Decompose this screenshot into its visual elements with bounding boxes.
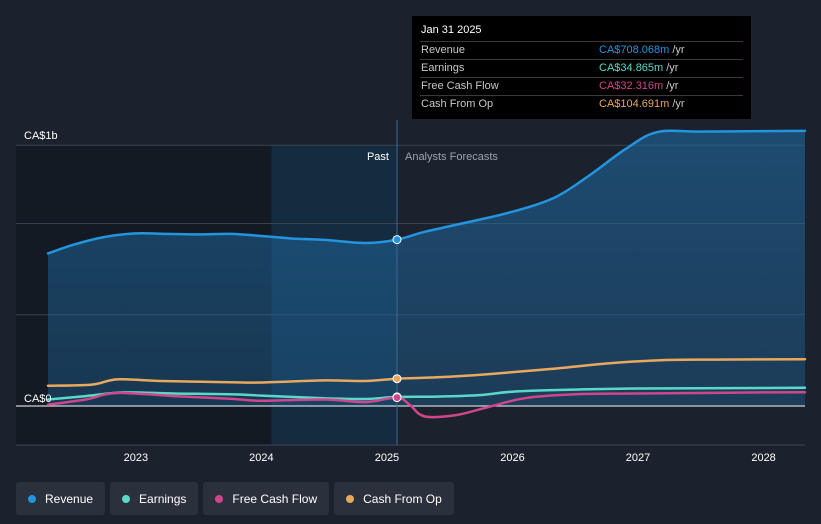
legend-label: Revenue (45, 491, 94, 506)
tooltip-label: Cash From Op (421, 98, 494, 110)
dot-icon (215, 494, 224, 503)
series-line-cash-from-op (46, 358, 807, 387)
y-tick-label: CA$1b (24, 130, 58, 142)
tooltip-label: Earnings (421, 62, 465, 74)
tooltip-value: CA$32.316m (599, 80, 664, 92)
dot-icon (122, 494, 131, 503)
tooltip-unit: /yr (666, 62, 679, 74)
tooltip-value: CA$104.691m (599, 98, 670, 110)
tooltip-value: CA$708.068m (599, 44, 670, 56)
legend-label: Free Cash Flow (232, 491, 318, 506)
tooltip-label: Free Cash Flow (421, 80, 499, 92)
dot-icon (28, 494, 36, 503)
marker-revenue (392, 235, 402, 245)
x-tick-label: 2028 (751, 452, 775, 464)
legend-item-cash-from-op[interactable]: Cash From Op (334, 482, 454, 515)
legend: Revenue Earnings Free Cash Flow Cash Fro… (16, 482, 454, 515)
series-line-free-cash-flow (46, 390, 807, 419)
forecast-label: Analysts Forecasts (405, 151, 498, 163)
x-tick-label: 2026 (500, 452, 524, 464)
tooltip-unit: /yr (672, 44, 685, 56)
dot-icon (346, 494, 355, 503)
x-tick-label: 2027 (626, 452, 650, 464)
marker-cash-from-op (392, 374, 402, 384)
x-tick-label: 2024 (249, 452, 273, 464)
legend-label: Earnings (139, 491, 187, 506)
legend-item-free-cash-flow[interactable]: Free Cash Flow (203, 482, 330, 515)
tooltip: Jan 31 2025 Revenue CA$708.068m /yr Earn… (412, 16, 751, 119)
tooltip-label: Revenue (421, 44, 466, 56)
tooltip-unit: /yr (666, 80, 679, 92)
series-line-revenue (46, 129, 807, 255)
tooltip-unit: /yr (672, 98, 685, 110)
tooltip-value: CA$34.865m (599, 62, 664, 74)
tooltip-row-free-cash-flow: Free Cash Flow CA$32.316m /yr (420, 77, 743, 95)
revenue-area (48, 130, 805, 406)
tooltip-date: Jan 31 2025 (421, 24, 482, 36)
x-tick-label: 2025 (375, 452, 399, 464)
marker-free-cash-flow (392, 393, 402, 403)
past-label: Past (367, 151, 389, 163)
legend-item-revenue[interactable]: Revenue (16, 482, 106, 515)
legend-item-earnings[interactable]: Earnings (110, 482, 199, 515)
legend-label: Cash From Op (363, 491, 442, 506)
tooltip-row-earnings: Earnings CA$34.865m /yr (420, 59, 743, 77)
tooltip-row-revenue: Revenue CA$708.068m /yr (420, 41, 743, 59)
y-tick-label: CA$0 (24, 393, 52, 405)
x-tick-label: 2023 (124, 452, 148, 464)
tooltip-row-cash-from-op: Cash From Op CA$104.691m /yr (420, 95, 743, 113)
